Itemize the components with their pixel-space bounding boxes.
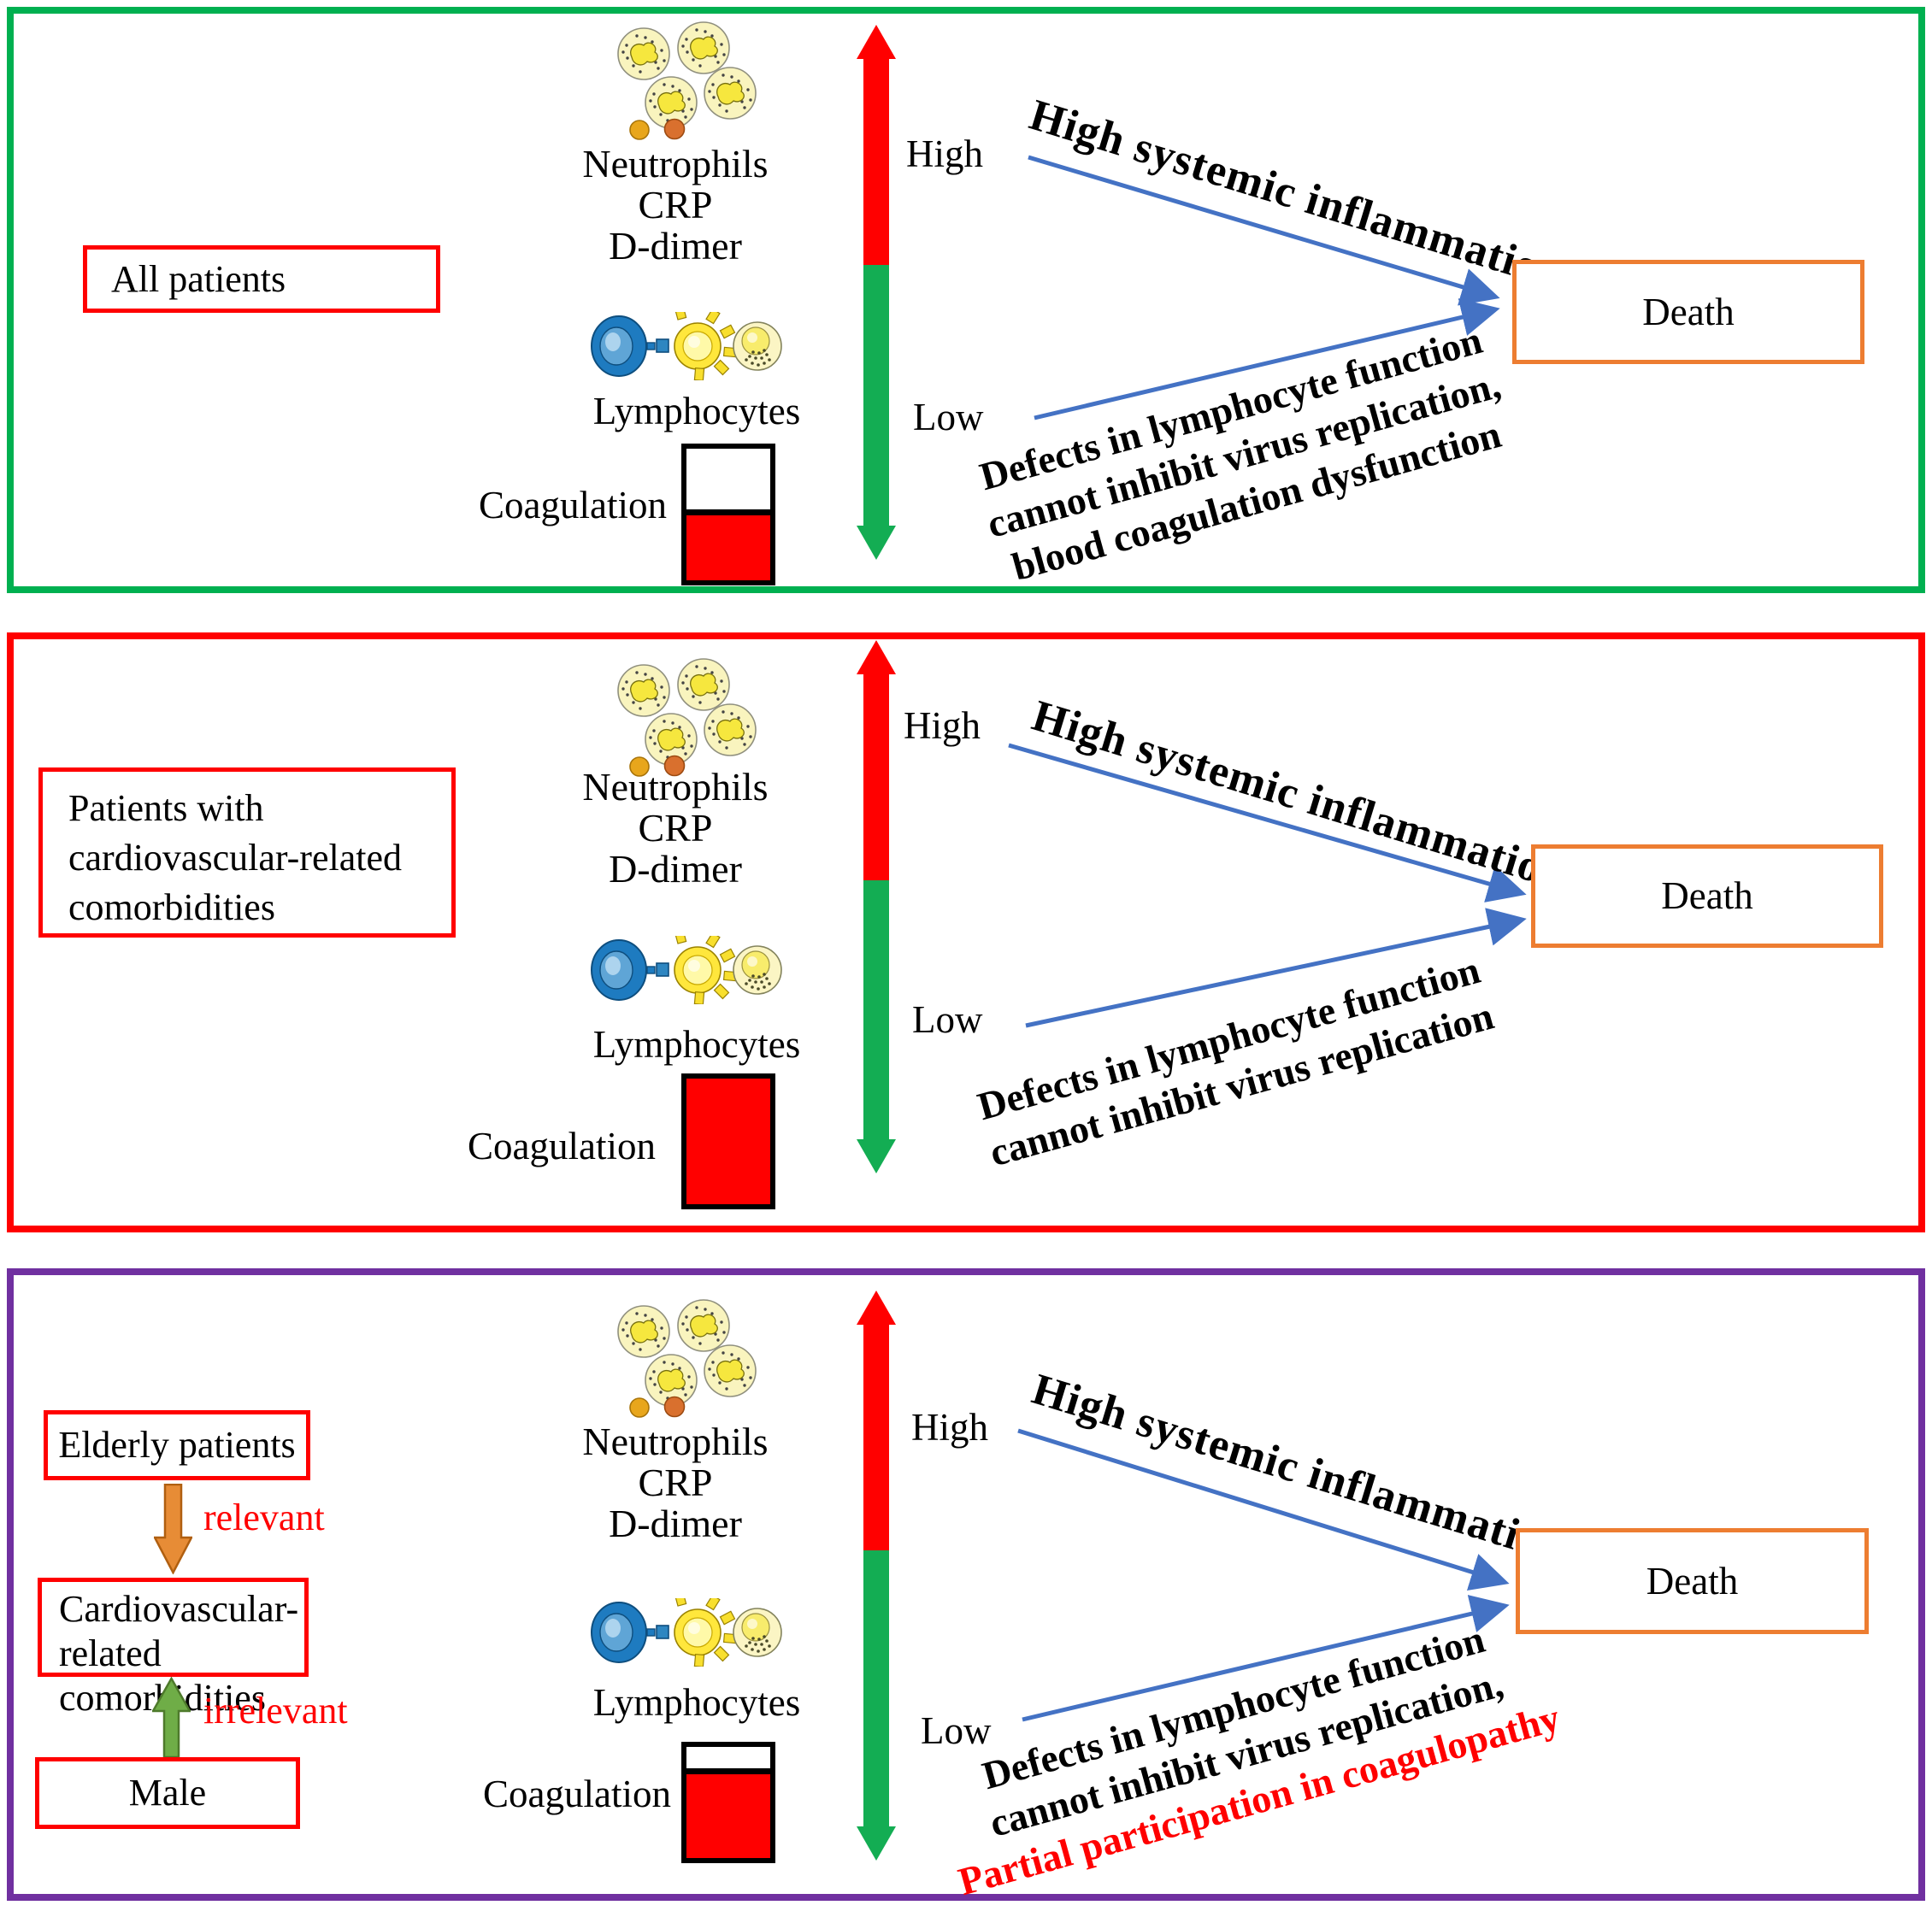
coagulation-fill (686, 1079, 770, 1204)
death-box: Death (1531, 844, 1883, 948)
neutrophils-label: Neutrophils (582, 1420, 769, 1463)
high-markers-label: Neutrophils CRP D-dimer (521, 144, 829, 267)
crp-label: CRP (638, 806, 713, 850)
population-line: Patients with (68, 787, 264, 829)
high-low-scale-arrow (857, 25, 896, 560)
lymphocytes-label: Lymphocytes (592, 1681, 801, 1724)
d-dimer-label: D-dimer (609, 224, 742, 268)
upper-cause-text: High systemic inflammation (1027, 1364, 1573, 1574)
neutrophils-label: Neutrophils (582, 765, 769, 809)
coagulation-label: Coagulation (483, 1773, 671, 1815)
d-dimer-label: D-dimer (609, 847, 742, 891)
male-box: Male (35, 1757, 300, 1829)
high-low-scale-arrow (857, 1291, 896, 1861)
scale-low-label: Low (912, 998, 983, 1041)
panel-all-patients: All patients Neutrophils CRP D-dimer Lym… (7, 7, 1925, 593)
neutrophil-cells-icon (603, 658, 765, 778)
population-line: cardiovascular-related (68, 837, 402, 879)
scale-high-label: High (906, 132, 983, 175)
coagulation-tube-half (681, 444, 775, 585)
relevant-down-arrow-icon (154, 1484, 192, 1574)
population-label: All patients (111, 258, 286, 300)
cardiovascular-comorbidities-box: Cardiovascular- related comorbidities (38, 1578, 309, 1719)
irrelevant-label: irrelevant (203, 1690, 348, 1732)
coagulation-tube-mostly-full (681, 1742, 775, 1863)
neutrophil-cells-icon (603, 21, 765, 141)
lower-cause-text: Defects in lymphocyte function cannot in… (889, 1591, 1603, 1916)
scale-low-label: Low (921, 1709, 992, 1752)
scale-arrow-down-icon (857, 526, 896, 560)
scale-high-label: High (911, 1406, 988, 1449)
coagulation-label: Coagulation (479, 484, 667, 526)
scale-high-label: High (904, 704, 981, 747)
crp-label: CRP (638, 183, 713, 226)
coagulation-fill (686, 509, 770, 580)
scale-low-label: Low (913, 396, 984, 438)
panel-elderly-male: Elderly patients relevant Cardiovascular… (7, 1268, 1925, 1903)
population-line: comorbidities (68, 886, 275, 928)
panel-cardiovascular-patients: Patients with cardiovascular-related com… (7, 632, 1925, 1232)
scale-arrow-down-icon (857, 1139, 896, 1173)
population-box: All patients (83, 245, 440, 313)
high-markers-label: Neutrophils CRP D-dimer (521, 1421, 829, 1544)
lower-cause-text: Defects in lymphocyte function cannot in… (973, 947, 1499, 1175)
elderly-patients-box: Elderly patients (44, 1410, 310, 1480)
lymphocyte-cells-icon (591, 312, 782, 380)
death-box: Death (1516, 1528, 1869, 1634)
death-label: Death (1661, 874, 1753, 917)
lymphocytes-label: Lymphocytes (592, 1023, 801, 1066)
lymphocyte-cells-icon (591, 936, 782, 1004)
population-box: Patients with cardiovascular-related com… (38, 767, 456, 938)
high-low-scale-arrow (857, 640, 896, 1173)
relevant-label: relevant (203, 1497, 325, 1538)
scale-arrow-up-icon (857, 25, 896, 59)
scale-arrow-up-icon (857, 640, 896, 674)
high-markers-label: Neutrophils CRP D-dimer (521, 767, 829, 890)
death-box: Death (1512, 260, 1864, 364)
lower-cause-text: Defects in lymphocyte function cannot in… (975, 317, 1506, 589)
coagulation-label: Coagulation (468, 1125, 656, 1167)
irrelevant-up-arrow-icon (152, 1677, 191, 1759)
death-label: Death (1642, 291, 1735, 333)
lymphocyte-cells-icon (591, 1598, 782, 1667)
coagulation-tube-full (681, 1073, 775, 1209)
neutrophil-cells-icon (603, 1299, 765, 1419)
scale-arrow-down-icon (857, 1826, 896, 1861)
d-dimer-label: D-dimer (609, 1502, 742, 1545)
upper-cause-text: High systemic inflammation (1024, 90, 1570, 300)
crp-label: CRP (638, 1461, 713, 1504)
neutrophils-label: Neutrophils (582, 142, 769, 185)
scale-arrow-up-icon (857, 1291, 896, 1325)
coagulation-fill (686, 1768, 770, 1858)
lymphocytes-label: Lymphocytes (592, 390, 801, 432)
death-label: Death (1646, 1560, 1739, 1602)
upper-cause-text: High systemic inflammation (1027, 691, 1573, 901)
